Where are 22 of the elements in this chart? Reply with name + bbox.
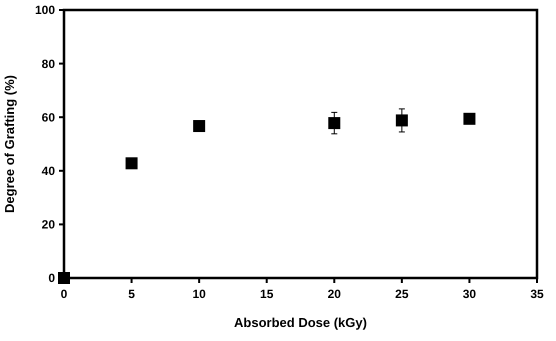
- y-tick-label: 0: [48, 271, 56, 286]
- point: [396, 114, 408, 126]
- x-axis-title: Absorbed Dose (kGy): [234, 315, 367, 330]
- point: [58, 272, 70, 284]
- x-tick-label: 10: [192, 287, 206, 301]
- point: [463, 112, 476, 125]
- x-tick-label: 0: [60, 287, 68, 301]
- x-tick-label: 30: [462, 287, 476, 301]
- x-tick-label: 15: [260, 287, 274, 301]
- y-axis-title: Degree of Grafting (%): [2, 75, 17, 213]
- y-tick-label: 40: [42, 164, 56, 178]
- x-tick-label: 5: [128, 287, 136, 301]
- x-tick-label: 35: [530, 287, 544, 301]
- y-tick-label: 60: [42, 110, 56, 124]
- x-tick-label: 20: [328, 287, 342, 301]
- point: [126, 157, 138, 170]
- x-tick-label: 25: [395, 287, 409, 301]
- y-tick-label: 100: [34, 3, 56, 18]
- y-tick-label: 20: [42, 218, 56, 232]
- point: [193, 120, 206, 132]
- point: [328, 117, 340, 130]
- y-tick-label: 80: [42, 56, 56, 71]
